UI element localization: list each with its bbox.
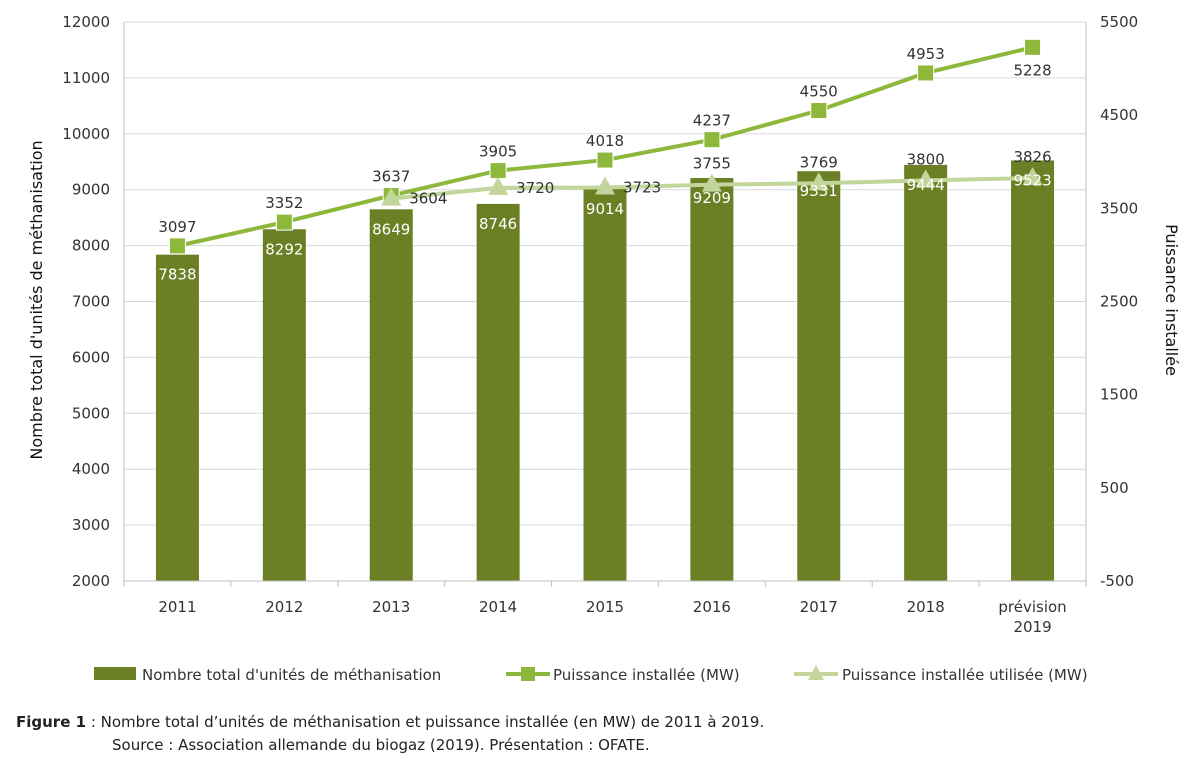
line-value-label: 3769 (800, 153, 838, 171)
square-marker (703, 131, 721, 149)
legend-label: Puissance installée utilisée (MW) (842, 666, 1088, 684)
line-value-label: 3905 (479, 143, 517, 161)
caption-source: Source : Association allemande du biogaz… (112, 736, 650, 754)
y-left-tick-label: 9000 (72, 181, 110, 199)
y-left-tick-label: 6000 (72, 348, 110, 366)
line-value-label: 3755 (693, 155, 731, 173)
bar-value-label: 9523 (1013, 171, 1051, 189)
line-value-label: 3800 (907, 150, 945, 168)
line-value-label: 3097 (158, 218, 196, 236)
line-value-label: 5228 (1013, 61, 1051, 79)
x-tick-label: 2012 (265, 598, 303, 616)
line-value-label: 3352 (265, 194, 303, 212)
bar (797, 171, 841, 582)
y-left-tick-label: 4000 (72, 460, 110, 478)
bar-value-label: 9209 (693, 189, 731, 207)
square-marker (596, 151, 614, 169)
x-tick-label: 2016 (693, 598, 731, 616)
legend: Nombre total d'unités de méthanisation Pu… (94, 665, 1088, 684)
y-right-tick-label: 500 (1100, 479, 1129, 497)
chart: 2000 3000 4000 5000 6000 7000 8000 9000 10000 110… (27, 13, 1181, 684)
line-value-label: 3723 (623, 179, 661, 197)
legend-swatch-bar (94, 667, 136, 680)
legend-triangle-marker (808, 665, 824, 680)
line-value-label: 3720 (516, 179, 554, 197)
bar (476, 203, 520, 581)
triangle-marker (1022, 166, 1043, 185)
y-left-tick-label: 7000 (72, 293, 110, 311)
figure-caption: Figure 1 : Nombre total d’unités de méth… (16, 711, 764, 757)
x-tick-label: 2017 (800, 598, 838, 616)
bar (1011, 160, 1055, 581)
y-left-tick-label: 8000 (72, 237, 110, 255)
y-left-tick-label: 11000 (62, 69, 110, 87)
bar-series (155, 160, 1055, 582)
x-tick-label: 2014 (479, 598, 517, 616)
bar (155, 254, 199, 581)
line-value-label: 3826 (1013, 148, 1051, 166)
y-right-tick-label: -500 (1100, 572, 1134, 590)
bar-value-label: 8649 (372, 220, 410, 238)
figure-number: Figure 1 (16, 713, 87, 731)
bar-value-label: 8292 (265, 240, 303, 258)
line-value-label: 3637 (372, 168, 410, 186)
legend-label: Puissance installée (MW) (553, 666, 740, 684)
x-tick-label: 2018 (907, 598, 945, 616)
square-marker (275, 213, 293, 231)
y-left-tick-label: 10000 (62, 125, 110, 143)
y-right-tick-label: 2500 (1100, 293, 1138, 311)
y-axis-right-title: Puissance installée (1162, 224, 1181, 376)
y-right-tick-label: 5500 (1100, 13, 1138, 31)
triangle-marker (381, 187, 402, 206)
line-value-label: 4237 (693, 112, 731, 130)
y-left-tick-label: 12000 (62, 13, 110, 31)
bar (583, 188, 627, 581)
y-left-tick-label: 5000 (72, 404, 110, 422)
x-tick-label: 2013 (372, 598, 410, 616)
triangle-marker (595, 176, 615, 195)
bar-value-label: 9014 (586, 200, 624, 218)
bar-value-label: 8746 (479, 215, 517, 233)
line-value-label: 4018 (586, 132, 624, 150)
bar (690, 178, 734, 581)
triangle-marker (915, 169, 936, 188)
line-value-label: 4953 (907, 45, 945, 63)
caption-text: : Nombre total d’unités de méthanisation… (86, 713, 765, 731)
square-marker (168, 237, 186, 255)
y-right-tick-label: 4500 (1100, 106, 1138, 124)
square-marker (489, 162, 507, 180)
square-marker (917, 64, 935, 82)
line-value-label: 4550 (800, 83, 838, 101)
legend-square-marker (521, 667, 535, 681)
y-axis-left-title: Nombre total d'unités de méthanisation (27, 140, 46, 459)
triangle-marker (488, 176, 509, 195)
bar-value-label: 9331 (800, 182, 838, 200)
y-right-tick-label: 1500 (1100, 386, 1138, 404)
line-value-label: 3604 (409, 190, 447, 208)
square-marker (810, 102, 828, 120)
line-series (168, 38, 1043, 255)
data-labels: 7838 8292 8649 8746 9014 9209 9331 9444 9523 3097… (158, 45, 1051, 284)
triangle-marker (808, 172, 829, 191)
y-right-tick-label: 3500 (1100, 199, 1138, 217)
y-left-tick-label: 2000 (72, 572, 110, 590)
bar (904, 164, 948, 581)
bar (369, 209, 413, 581)
x-tick-label: prévision (998, 598, 1066, 616)
bar (262, 229, 306, 581)
axes: 2000 3000 4000 5000 6000 7000 8000 9000 10000 110… (62, 13, 1138, 636)
x-tick-label: 2011 (158, 598, 196, 616)
y-left-tick-label: 3000 (72, 516, 110, 534)
bar-value-label: 9444 (907, 176, 945, 194)
square-marker (1024, 38, 1042, 56)
triangle-marker (701, 173, 722, 192)
bar-value-label: 7838 (158, 266, 196, 284)
x-tick-label: 2019 (1013, 618, 1051, 636)
x-tick-label: 2015 (586, 598, 624, 616)
legend-label: Nombre total d'unités de méthanisation (142, 666, 441, 684)
